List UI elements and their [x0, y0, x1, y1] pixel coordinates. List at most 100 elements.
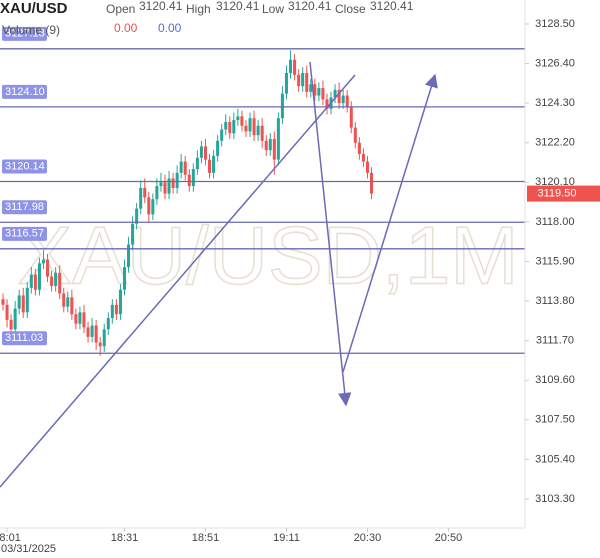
candle-body: [268, 138, 272, 151]
x-tick-label: 20:30: [354, 532, 382, 544]
level-label: 3124.10: [5, 86, 45, 98]
candle-body: [155, 186, 159, 200]
open-value: 3120.41: [139, 0, 183, 13]
candle-body: [106, 318, 110, 330]
candle-body: [41, 259, 46, 264]
x-tick-label: 19:11: [273, 532, 300, 544]
candle-body: [159, 182, 163, 187]
low-value: 3120.41: [288, 0, 332, 13]
level-label: 3111.03: [5, 332, 43, 344]
level-label: 3127.18: [5, 28, 45, 40]
candle-body: [228, 121, 232, 134]
candle-body: [208, 159, 212, 173]
candle-body: [321, 88, 325, 100]
candle-body: [21, 295, 25, 313]
candle-body: [118, 289, 122, 315]
candle-body: [9, 319, 13, 330]
candle-body: [252, 118, 256, 136]
candle-body: [244, 125, 248, 132]
candle-body: [280, 93, 284, 119]
candle-body: [110, 304, 114, 319]
candle-body: [54, 272, 58, 286]
level-tag: [2, 226, 47, 241]
candle-body: [301, 72, 305, 87]
candle-body: [127, 244, 131, 268]
candle-body: [167, 178, 171, 194]
arrow-up: [342, 73, 438, 373]
current-price-tag: [527, 185, 600, 202]
candle-body: [248, 118, 252, 132]
candle-body: [224, 121, 228, 130]
candle-body: [361, 154, 365, 162]
candle-body: [183, 161, 187, 175]
y-tick-label: 3122.20: [535, 137, 575, 149]
candle-body: [62, 293, 66, 307]
candle-body: [220, 129, 224, 141]
candle-body: [293, 59, 297, 75]
y-tick-label: 3126.40: [535, 57, 575, 69]
level-tag: [2, 331, 47, 346]
high-value: 3120.41: [216, 0, 260, 13]
candle-body: [369, 172, 374, 194]
candle-body: [203, 146, 207, 160]
candle-body: [365, 161, 369, 173]
candle-body: [98, 342, 102, 347]
y-tick-label: 3111.70: [536, 335, 574, 347]
level-tag: [2, 159, 47, 174]
candle-body: [78, 312, 82, 324]
open-label: Open: [106, 2, 135, 16]
candle-body: [143, 187, 147, 198]
candle-body: [102, 329, 106, 347]
y-tick-label: 3124.30: [535, 97, 575, 109]
candle-body: [345, 95, 349, 107]
x-tick-label: 18:51: [192, 532, 220, 544]
candle-body: [122, 267, 127, 290]
candle-body: [240, 116, 244, 126]
x-tick-label: 18:31: [111, 532, 139, 544]
candle-body: [13, 308, 17, 330]
candle-body: [195, 157, 199, 170]
close-label: Close: [335, 2, 366, 16]
candle-body: [37, 263, 41, 290]
candle-body: [313, 84, 317, 96]
candle-body: [199, 146, 203, 158]
candle-body: [284, 72, 288, 94]
candle-body: [33, 274, 37, 290]
candle-body: [333, 89, 337, 98]
candle-body: [151, 199, 155, 215]
trend-line: [0, 74, 356, 488]
candle-body: [349, 106, 353, 128]
candle-body: [232, 120, 236, 134]
candle-body: [216, 140, 220, 156]
candle-body: [1, 299, 5, 305]
level-label: 3120.14: [5, 160, 45, 172]
candle-body: [260, 125, 264, 141]
volume-value: 0.00: [114, 21, 138, 35]
candle-body: [289, 59, 293, 73]
level-tag: [2, 26, 47, 41]
high-label: High: [186, 2, 211, 16]
y-tick-label: 3109.60: [535, 374, 575, 386]
arrow-down: [309, 61, 352, 407]
y-tick-label: 3128.50: [535, 18, 575, 30]
labels-layer: 3127.18 3124.10 3120.14 3117.98 3116.57 3111.…: [2, 26, 47, 346]
volume-value: 0.00: [158, 21, 182, 35]
candle-body: [305, 72, 309, 92]
candle-body: [317, 88, 321, 96]
candle-body: [264, 140, 268, 151]
y-tick-label: 3113.80: [536, 295, 575, 307]
level-tag: [2, 200, 47, 215]
candle-body: [147, 197, 151, 215]
candle-body: [66, 297, 70, 307]
candle-body: [325, 99, 329, 109]
candle-body: [276, 118, 280, 160]
x-tick-label: 20:50: [435, 532, 463, 544]
candle-body: [187, 174, 191, 187]
watermark: XAU/USD,1M: [17, 211, 518, 302]
candle-body: [50, 276, 54, 286]
candle-body: [337, 89, 341, 104]
candle-body: [86, 327, 90, 337]
candle-body: [297, 74, 301, 87]
candle-body: [256, 125, 260, 136]
